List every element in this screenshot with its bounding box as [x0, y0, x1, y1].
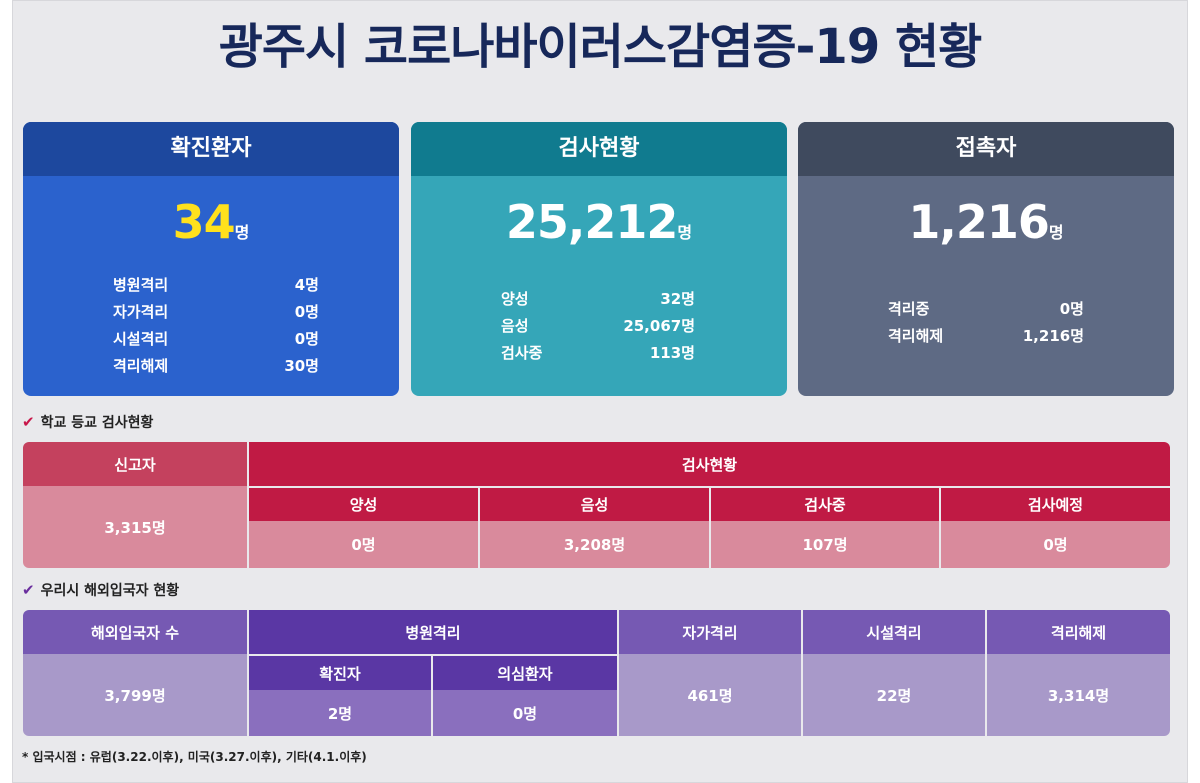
contacts-row: 격리해제 1,216명	[798, 323, 1174, 350]
tests-total: 25,212명	[411, 176, 787, 268]
tests-total-value: 25,212	[505, 195, 679, 249]
overseas-released-value: 3,314명	[987, 654, 1170, 736]
tests-card: 검사현황 25,212명 양성 32명 음성 25,067명 검사중 113명	[411, 122, 787, 396]
school-section-title: 학교 등교 검사현황	[40, 415, 154, 431]
overseas-released-header: 격리해제	[987, 610, 1170, 654]
tests-row-value: 32명	[660, 290, 695, 308]
overseas-arrivals-value: 3,799명	[23, 654, 247, 736]
confirmed-row-value: 0명	[294, 330, 319, 348]
overseas-hospital-header: 병원격리	[249, 610, 617, 654]
tests-row-value: 25,067명	[623, 317, 695, 335]
school-col-header: 검사예정	[941, 488, 1170, 521]
overseas-confirmed-value: 2명	[249, 690, 431, 736]
confirmed-row: 시설격리 0명	[23, 326, 399, 353]
confirmed-card: 확진환자 34명 병원격리 4명 자가격리 0명 시설격리 0명 격리해제 30…	[23, 122, 399, 396]
check-icon: ✔	[22, 413, 35, 431]
overseas-self-value: 461명	[619, 654, 801, 736]
tests-breakdown: 양성 32명 음성 25,067명 검사중 113명	[411, 286, 787, 367]
confirmed-row-label: 시설격리	[113, 330, 169, 348]
school-col-value: 3,208명	[480, 521, 709, 568]
overseas-suspected-value: 0명	[433, 690, 617, 736]
contacts-total: 1,216명	[798, 176, 1174, 268]
tests-row-label: 양성	[501, 290, 529, 308]
contacts-breakdown: 격리중 0명 격리해제 1,216명	[798, 296, 1174, 350]
tests-row: 음성 25,067명	[411, 313, 787, 340]
contacts-card: 접촉자 1,216명 격리중 0명 격리해제 1,216명	[798, 122, 1174, 396]
school-col-header: 양성	[249, 488, 478, 521]
contacts-row-value: 0명	[1059, 300, 1084, 318]
overseas-suspected-header: 의심환자	[433, 656, 617, 690]
contacts-card-header: 접촉자	[798, 122, 1174, 176]
school-col-value: 0명	[249, 521, 478, 568]
confirmed-row-label: 격리해제	[113, 357, 169, 375]
confirmed-row: 병원격리 4명	[23, 272, 399, 299]
overseas-section-label: ✔ 우리시 해외입국자 현황	[22, 580, 179, 601]
check-icon: ✔	[22, 581, 35, 599]
confirmed-card-header: 확진환자	[23, 122, 399, 176]
confirmed-row-value: 4명	[294, 276, 319, 294]
school-col-value: 0명	[941, 521, 1170, 568]
contacts-row-label: 격리중	[888, 300, 930, 318]
school-col-value: 107명	[711, 521, 939, 568]
tests-row-label: 검사중	[501, 344, 543, 362]
confirmed-row-label: 병원격리	[113, 276, 169, 294]
page-title: 광주시 코로나바이러스감염증-19 현황	[218, 19, 983, 75]
school-col-header: 음성	[480, 488, 709, 521]
confirmed-row-value: 0명	[294, 303, 319, 321]
overseas-confirmed-header: 확진자	[249, 656, 431, 690]
contacts-row: 격리중 0명	[798, 296, 1174, 323]
footnote: * 입국시점 : 유럽(3.22.이후), 미국(3.27.이후), 기타(4.…	[22, 750, 367, 764]
school-reporter-value: 3,315명	[23, 486, 247, 568]
tests-row: 양성 32명	[411, 286, 787, 313]
tests-card-header: 검사현황	[411, 122, 787, 176]
overseas-facility-header: 시설격리	[803, 610, 985, 654]
tests-row-label: 음성	[501, 317, 529, 335]
school-col-header: 검사중	[711, 488, 939, 521]
confirmed-row-value: 30명	[284, 357, 319, 375]
tests-total-unit: 명	[677, 223, 693, 242]
confirmed-total-unit: 명	[234, 223, 250, 242]
school-section-label: ✔ 학교 등교 검사현황	[22, 412, 153, 433]
tests-row-value: 113명	[649, 344, 695, 362]
contacts-row-label: 격리해제	[888, 327, 944, 345]
school-reporter-header: 신고자	[23, 442, 247, 486]
contacts-total-value: 1,216	[908, 195, 1050, 249]
confirmed-total: 34명	[23, 176, 399, 268]
overseas-self-header: 자가격리	[619, 610, 801, 654]
overseas-facility-value: 22명	[803, 654, 985, 736]
confirmed-total-value: 34	[172, 195, 236, 249]
school-tests-header: 검사현황	[249, 442, 1170, 486]
confirmed-row-label: 자가격리	[113, 303, 169, 321]
overseas-section-title: 우리시 해외입국자 현황	[40, 583, 180, 599]
confirmed-row: 격리해제 30명	[23, 353, 399, 380]
contacts-row-value: 1,216명	[1022, 327, 1084, 345]
contacts-total-unit: 명	[1048, 223, 1064, 242]
overseas-arrivals-header: 해외입국자 수	[23, 610, 247, 654]
tests-row: 검사중 113명	[411, 340, 787, 367]
confirmed-breakdown: 병원격리 4명 자가격리 0명 시설격리 0명 격리해제 30명	[23, 272, 399, 380]
confirmed-row: 자가격리 0명	[23, 299, 399, 326]
